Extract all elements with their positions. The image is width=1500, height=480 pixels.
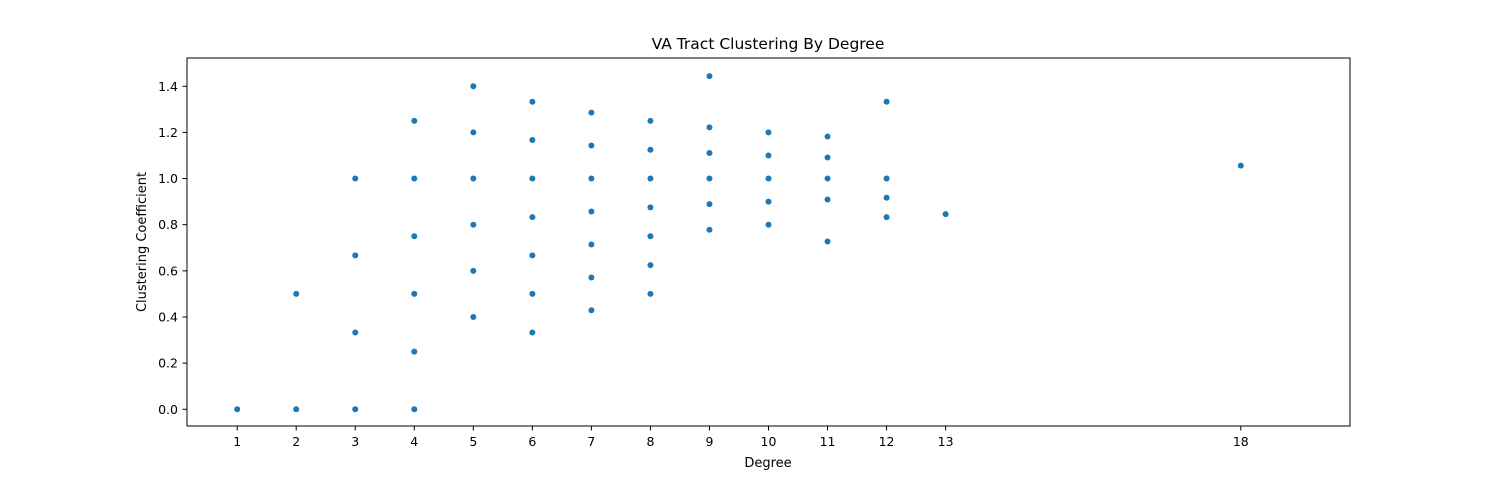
scatter-point	[1237, 162, 1244, 169]
scatter-point	[824, 133, 831, 140]
scatter-point	[647, 204, 654, 211]
scatter-point	[647, 117, 654, 124]
scatter-point	[824, 154, 831, 161]
scatter-point	[411, 406, 418, 413]
scatter-point	[411, 290, 418, 297]
chart-title: VA Tract Clustering By Degree	[652, 35, 885, 53]
scatter-point	[588, 175, 595, 182]
scatter-point	[824, 175, 831, 182]
scatter-point	[824, 238, 831, 245]
scatter-point	[529, 175, 536, 182]
scatter-point	[765, 221, 772, 228]
scatter-point	[588, 208, 595, 215]
scatter-point	[470, 129, 477, 136]
scatter-point	[529, 290, 536, 297]
scatter-point	[588, 241, 595, 248]
scatter-point	[529, 98, 536, 105]
scatter-point	[647, 175, 654, 182]
scatter-point	[883, 214, 890, 221]
scatter-point	[647, 290, 654, 297]
scatter-point	[883, 194, 890, 201]
scatter-point	[411, 233, 418, 240]
y-axis-title: Clustering Coefficient	[135, 172, 150, 312]
scatter-point	[529, 329, 536, 336]
scatter-point	[411, 348, 418, 355]
scatter-point	[706, 73, 713, 80]
scatter-point	[352, 175, 359, 182]
x-tick-label: 7	[587, 434, 595, 449]
scatter-point	[352, 406, 359, 413]
scatter-point	[588, 274, 595, 281]
scatter-point	[352, 329, 359, 336]
plot-area-frame	[186, 57, 1351, 427]
scatter-point	[352, 252, 359, 259]
scatter-point	[588, 142, 595, 149]
scatter-point	[529, 214, 536, 221]
scatter-point	[706, 124, 713, 131]
x-tick-label: 12	[879, 434, 895, 449]
scatter-point	[588, 109, 595, 116]
y-tick-label: 1.4	[158, 79, 178, 94]
scatter-point	[765, 129, 772, 136]
scatter-point	[411, 175, 418, 182]
scatter-point	[883, 175, 890, 182]
scatter-point	[470, 267, 477, 274]
scatter-point	[470, 221, 477, 228]
x-tick-label: 8	[646, 434, 654, 449]
x-tick-label: 9	[705, 434, 713, 449]
x-tick-label: 11	[820, 434, 836, 449]
x-tick-label: 18	[1233, 434, 1249, 449]
y-tick-label: 0.2	[158, 356, 178, 371]
x-tick-label: 5	[469, 434, 477, 449]
x-tick-label: 3	[351, 434, 359, 449]
scatter-point	[234, 406, 241, 413]
scatter-point	[647, 146, 654, 153]
scatter-point	[706, 201, 713, 208]
scatter-point	[706, 149, 713, 156]
x-tick-label: 1	[233, 434, 241, 449]
scatter-point	[470, 313, 477, 320]
scatter-point	[411, 117, 418, 124]
y-tick-label: 0.4	[158, 309, 178, 324]
scatter-point	[706, 175, 713, 182]
scatter-point	[470, 175, 477, 182]
scatter-point	[647, 233, 654, 240]
scatter-point	[765, 198, 772, 205]
scatter-point	[706, 226, 713, 233]
y-tick-label: 0.6	[158, 263, 178, 278]
y-tick-label: 1.2	[158, 125, 178, 140]
x-axis-title: Degree	[744, 456, 791, 471]
scatter-point	[765, 175, 772, 182]
scatter-point	[293, 406, 300, 413]
data-points	[234, 73, 1244, 413]
scatter-point	[529, 137, 536, 144]
scatter-point	[824, 196, 831, 203]
y-tick-label: 1.0	[158, 171, 178, 186]
x-tick-label: 10	[761, 434, 777, 449]
y-tick-label: 0.8	[158, 217, 178, 232]
x-axis: 1 2 3 4 5 6 7 8 9 10 11 12 13 18	[233, 426, 1249, 449]
x-tick-label: 6	[528, 434, 536, 449]
x-tick-label: 13	[938, 434, 954, 449]
scatter-point	[765, 152, 772, 159]
scatter-point	[883, 98, 890, 105]
scatter-point	[470, 83, 477, 90]
x-tick-label: 4	[410, 434, 418, 449]
scatter-point	[588, 307, 595, 314]
scatter-point	[293, 290, 300, 297]
scatter-point	[647, 262, 654, 269]
x-tick-label: 2	[292, 434, 300, 449]
y-tick-label: 0.0	[158, 402, 178, 417]
y-axis: 0.0 0.2 0.4 0.6 0.8 1.0 1.2 1.4	[158, 79, 187, 417]
scatter-point	[942, 211, 949, 218]
scatter-point	[529, 252, 536, 259]
